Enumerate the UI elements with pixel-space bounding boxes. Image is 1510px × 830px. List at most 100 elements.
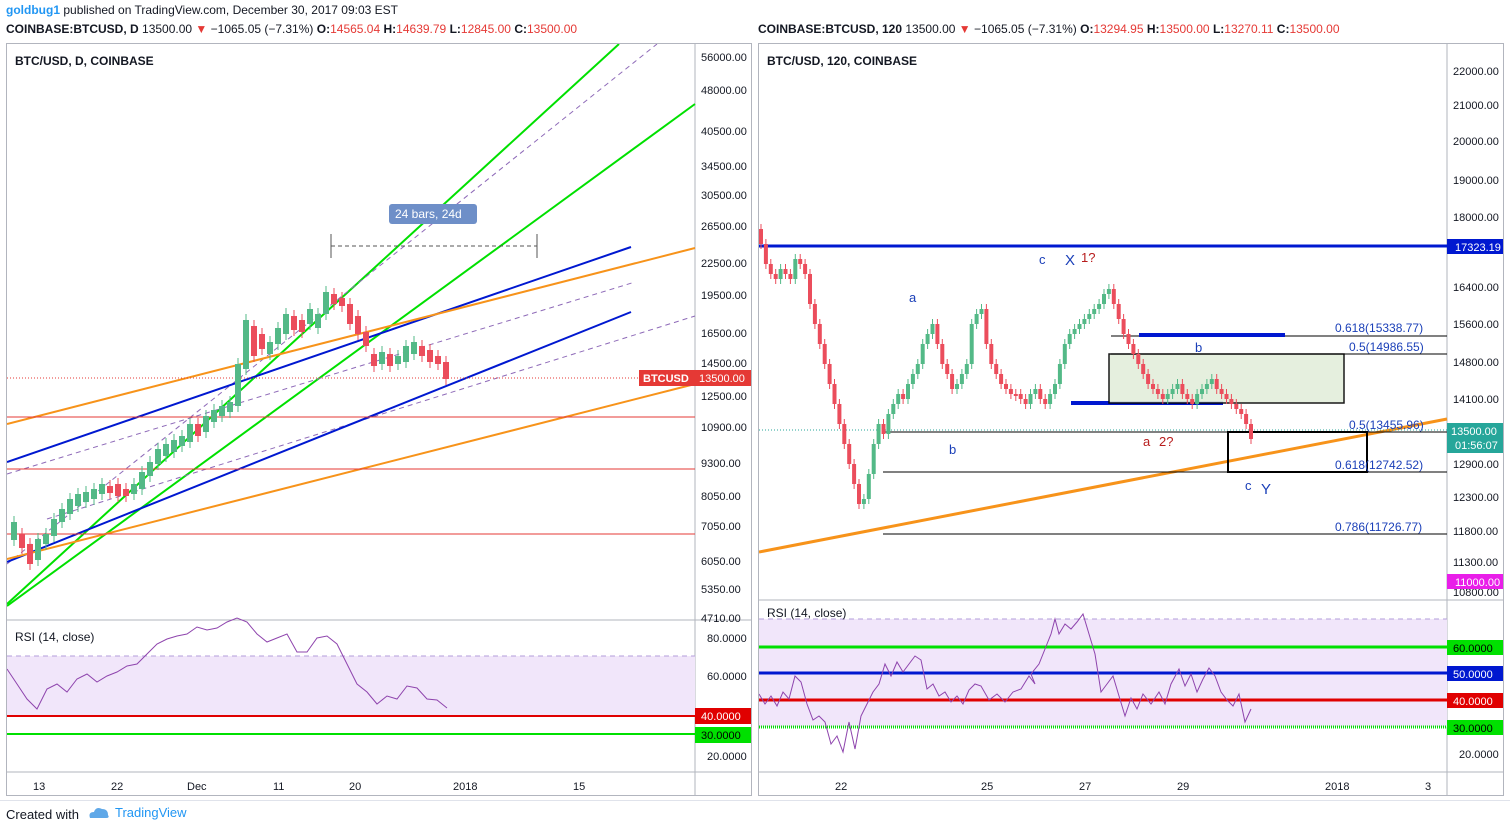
candle-body — [886, 414, 891, 434]
last-price-tag — [1447, 423, 1503, 453]
candle-body — [1116, 304, 1121, 319]
price-tick-label: 12900.00 — [1453, 459, 1499, 471]
candle-body — [793, 259, 798, 279]
right-chart-panel[interactable]: 22000.00 21000.00 20000.00 19000.00 18000.00… — [758, 43, 1504, 796]
price-tick-label: 20000.00 — [1453, 136, 1499, 148]
candle-body — [267, 342, 273, 354]
right-candles — [759, 224, 1253, 509]
price-tick-label: 9300.00 — [701, 458, 741, 470]
candle-body — [195, 424, 201, 436]
candle-body — [852, 464, 857, 484]
candle-body — [964, 364, 969, 374]
svg-text:17323.19: 17323.19 — [1455, 242, 1501, 254]
candle-body — [1229, 399, 1234, 404]
target-box — [1227, 431, 1368, 473]
candle-body — [1219, 389, 1224, 394]
orange-channel — [7, 247, 696, 560]
candle-body — [1038, 389, 1043, 399]
blue-channel — [7, 246, 632, 563]
time-tick-label: 29 — [1177, 781, 1189, 793]
rsi-tick-label: 60.0000 — [707, 671, 747, 683]
fib-0618-upper: 0.618(15338.77) — [1335, 321, 1423, 335]
symbol-tag — [639, 370, 695, 386]
right-chart-canvas[interactable]: 22000.00 21000.00 20000.00 19000.00 18000.00… — [759, 44, 1504, 796]
price-tick-label: 14100.00 — [1453, 394, 1499, 406]
candle-body — [901, 394, 906, 399]
publisher-header: goldbug1 published on TradingView.com, D… — [0, 0, 1510, 20]
candle-body — [1160, 394, 1165, 399]
candle-body — [808, 274, 812, 304]
price-tick-label: 16400.00 — [1453, 282, 1499, 294]
candle-body — [798, 259, 803, 264]
price-tick-label: 12300.00 — [1453, 492, 1499, 504]
candle-body — [871, 444, 876, 474]
candle-body — [1224, 394, 1229, 399]
price-tick-label: 22500.00 — [701, 258, 747, 270]
fib-0618-lower: 0.618(12742.52) — [1335, 458, 1423, 472]
candle-body — [1102, 294, 1106, 304]
last-price-tag — [695, 370, 751, 386]
time-tick-label: 27 — [1079, 781, 1091, 793]
candle-body — [994, 364, 999, 374]
candle-body — [107, 486, 113, 493]
candle-body — [920, 344, 925, 364]
candle-body — [1209, 379, 1214, 384]
down-arrow-icon: ▼ — [958, 22, 971, 36]
candle-body — [1175, 384, 1180, 389]
left-change: −1065.05 (−7.31%) — [210, 22, 314, 36]
left-chart-title: BTC/USD, D, COINBASE — [15, 54, 154, 68]
candle-body — [227, 402, 233, 412]
candle-body — [1048, 394, 1053, 404]
candle-body — [783, 269, 788, 274]
candle-body — [1018, 394, 1023, 399]
svg-text:40.0000: 40.0000 — [701, 711, 741, 723]
orange-trendline — [759, 417, 1448, 554]
price-tick-label: 26500.00 — [701, 221, 747, 233]
wave-label: c — [1245, 478, 1252, 493]
candle-body — [832, 384, 837, 404]
candle-body — [881, 424, 886, 434]
candle-body — [147, 462, 153, 476]
candle-body — [35, 539, 41, 560]
candle-body — [1195, 394, 1200, 404]
candle-body — [243, 320, 249, 369]
candle-body — [1072, 329, 1077, 334]
right-close: 13500.00 — [1289, 22, 1340, 36]
price-tick-label: 6050.00 — [701, 556, 741, 568]
candle-body — [1126, 334, 1131, 344]
price-tick-label: 10900.00 — [701, 422, 747, 434]
candle-body — [67, 499, 73, 514]
candle-body — [323, 292, 329, 314]
left-chart-canvas[interactable]: 24 bars, 24d 56000.00 48000.00 40500.00 345… — [7, 44, 752, 796]
candle-body — [395, 356, 401, 364]
symbol-tag-label: BTCUSD — [643, 373, 689, 385]
candle-body — [187, 424, 193, 442]
left-open: 14565.04 — [330, 22, 381, 36]
publisher-username[interactable]: goldbug1 — [6, 3, 60, 17]
left-symbol: COINBASE:BTCUSD, D — [6, 22, 139, 36]
candle-body — [1200, 389, 1204, 394]
tradingview-logo[interactable]: TradingView — [88, 805, 187, 820]
candle-body — [857, 484, 861, 504]
candle-body — [768, 264, 773, 274]
candle-body — [999, 374, 1004, 384]
candle-body — [837, 404, 842, 424]
candle-body — [363, 332, 369, 346]
left-chart-panel[interactable]: 24 bars, 24d 56000.00 48000.00 40500.00 345… — [6, 43, 752, 796]
rsi-tag-label: 50.0000 — [1453, 669, 1493, 681]
candle-body — [803, 264, 808, 274]
left-rsi-axis: 80.0000 60.0000 20.0000 — [707, 633, 747, 763]
candle-body — [331, 294, 337, 304]
candle-body — [945, 364, 950, 374]
rsi-tag-40 — [695, 708, 751, 724]
rsi-line — [759, 612, 1252, 754]
measure-tool: 24 bars, 24d — [330, 204, 538, 258]
candle-body — [283, 314, 289, 334]
left-last-price: 13500.00 — [142, 22, 193, 36]
right-price-axis: 22000.00 21000.00 20000.00 19000.00 18000.00… — [1453, 66, 1499, 599]
candle-body — [1204, 384, 1209, 389]
candle-body — [891, 404, 896, 414]
price-tick-label: 19000.00 — [1453, 175, 1499, 187]
candle-body — [307, 309, 313, 324]
right-open: 13294.95 — [1093, 22, 1144, 36]
